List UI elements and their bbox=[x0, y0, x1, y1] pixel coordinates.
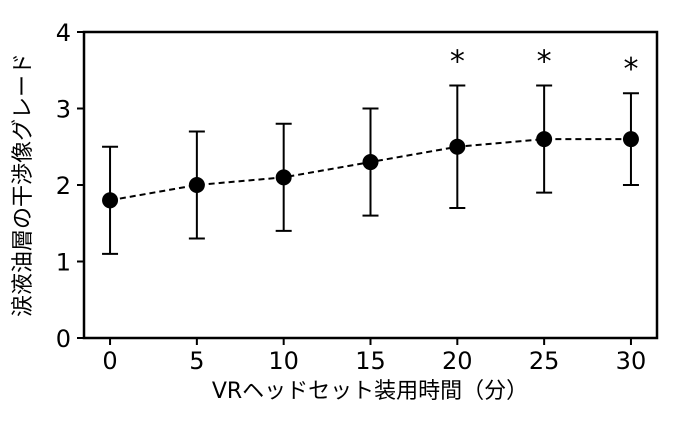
data-point bbox=[622, 131, 639, 148]
y-tick-label: 0 bbox=[56, 325, 71, 353]
y-tick-label: 2 bbox=[56, 172, 71, 200]
data-point bbox=[536, 131, 553, 148]
y-tick-label: 1 bbox=[56, 249, 71, 277]
significance-marker: * bbox=[450, 45, 465, 80]
data-point bbox=[188, 177, 205, 193]
x-tick-label: 0 bbox=[102, 347, 117, 375]
data-point bbox=[449, 138, 466, 155]
x-tick-label: 25 bbox=[529, 347, 560, 375]
data-point bbox=[275, 169, 292, 186]
data-point bbox=[362, 154, 379, 171]
y-tick-label: 3 bbox=[56, 96, 71, 124]
x-tick-label: 30 bbox=[616, 347, 647, 375]
x-tick-label: 5 bbox=[189, 347, 204, 375]
x-tick-label: 10 bbox=[268, 347, 299, 375]
x-tick-label: 20 bbox=[442, 347, 473, 375]
y-tick-label: 4 bbox=[56, 19, 71, 47]
x-axis-title: VRヘッドセット装用時間（分） bbox=[212, 379, 528, 404]
data-point bbox=[102, 192, 119, 209]
y-axis-title: 涙液油層の干渉像グレード bbox=[11, 53, 36, 317]
x-tick-label: 15 bbox=[355, 347, 386, 375]
significance-marker: * bbox=[623, 52, 638, 87]
significance-marker: * bbox=[537, 45, 552, 80]
